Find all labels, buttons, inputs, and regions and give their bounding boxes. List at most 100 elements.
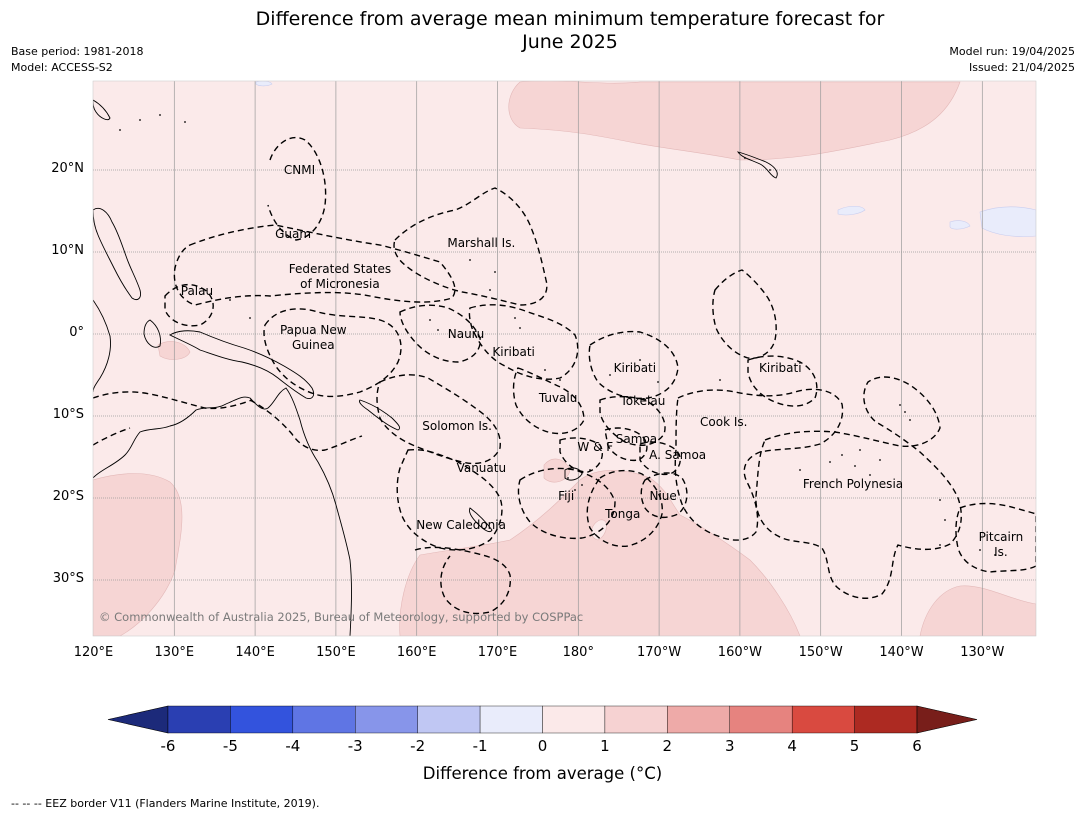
island-dot (184, 121, 186, 123)
eez-border (263, 308, 402, 398)
region-label: A. Samoa (649, 448, 706, 463)
colorbar-segment (230, 705, 294, 734)
island-dot (769, 169, 771, 171)
colorbar-tick-label: 2 (662, 737, 673, 755)
eez-borders (93, 136, 1036, 615)
region-label-line: Kiribati (759, 360, 802, 375)
eez-border (173, 224, 456, 306)
island-dot (519, 327, 521, 329)
region-label-line: Marshall Is. (447, 236, 516, 251)
region-label-line: Guam (275, 227, 312, 242)
eez-border (396, 448, 503, 551)
eez-border (588, 330, 679, 400)
longitude-label: 120°E (73, 645, 114, 660)
island-dot (119, 129, 121, 131)
region-label-line: Samoa (615, 432, 658, 447)
island-dot (139, 119, 141, 121)
japan-coast (93, 99, 111, 121)
island-dot (559, 379, 561, 381)
cool-anomaly (979, 206, 1036, 237)
region-label-line: French Polynesia (802, 476, 904, 491)
island-dot (581, 484, 583, 486)
map (92, 80, 1037, 637)
colorbar-segment (667, 705, 730, 734)
region-label: French Polynesia (803, 477, 903, 492)
island-dot (574, 489, 576, 491)
island-dot (567, 477, 569, 479)
colorbar-segment (479, 705, 543, 734)
eez-border (712, 269, 777, 359)
solomon-islands-coast (359, 399, 401, 431)
region-label-line: Federated States (288, 261, 392, 276)
region-label: Federated States of Micronesia (289, 262, 391, 292)
meta-right: Model run: 19/04/2025 Issued: 21/04/2025 (949, 44, 1075, 76)
island-dot (979, 549, 981, 551)
island-dot (869, 474, 871, 476)
colorbar-segment (604, 705, 668, 734)
longitude-label: 180° (562, 645, 594, 660)
colorbar-extend-high (916, 705, 978, 734)
region-label-line: Kiribati (492, 344, 535, 359)
borneo-coast (93, 299, 111, 393)
island-dot (744, 157, 746, 159)
island-dot (229, 299, 231, 301)
model-name: Model: ACCESS-S2 (11, 61, 113, 74)
island-dot (994, 554, 996, 556)
colorbar-tick-label: -1 (472, 737, 488, 755)
region-label: Kiribati (759, 361, 801, 376)
eez-footnote: -- -- -- EEZ border V11 (Flanders Marine… (11, 797, 320, 810)
colorbar-segment (854, 705, 918, 734)
base-period: Base period: 1981-2018 (11, 45, 144, 58)
colorbar-tick-label: -4 (285, 737, 301, 755)
region-label: Tokelau (621, 394, 666, 409)
latitude-label: 20°S (52, 489, 84, 504)
eez-border (604, 427, 648, 462)
region-label-line: Niue (649, 488, 677, 503)
region-label: Pitcairn Is. (979, 530, 1024, 560)
eez-border (414, 546, 512, 615)
colorbar-segment (791, 705, 855, 734)
eez-border (164, 283, 214, 327)
region-label-line: Nauru (447, 326, 485, 341)
longitude-label: 170°W (637, 645, 682, 660)
longitude-label: 160°W (717, 645, 762, 660)
australia-coast (93, 387, 352, 636)
colorbar-label: Difference from average (°C) (422, 764, 663, 783)
longitude-label: 170°E (477, 645, 518, 660)
region-label-line: of Micronesia (300, 276, 380, 291)
eez-border (559, 437, 604, 473)
region-label-line: Kiribati (613, 360, 657, 375)
anomaly-area (508, 81, 961, 161)
region-label: New Caledonia (416, 518, 506, 533)
island-dot (514, 317, 516, 319)
region-label-line: Is. (994, 544, 1008, 559)
sulawesi-coast (143, 319, 161, 348)
region-label-line: Solomon Is. (422, 419, 492, 434)
island-dot (719, 379, 721, 381)
region-label: W & F (577, 440, 613, 455)
philippines-coast (93, 207, 141, 301)
island-dot (859, 449, 861, 451)
island-dot (939, 499, 941, 501)
region-label: Tuvalu (539, 391, 578, 406)
longitude-label: 140°E (235, 645, 275, 660)
region-label: Tonga (605, 507, 640, 522)
latitude-label: 30°S (52, 571, 84, 586)
island-dot (854, 465, 856, 467)
colorbar-tick-label: -2 (410, 737, 426, 755)
region-label-line: Guinea (291, 338, 335, 353)
latitude-label: 10°S (52, 407, 84, 422)
latitude-label: 0° (69, 325, 84, 340)
region-label: Papua New Guinea (280, 323, 347, 353)
region-label: Solomon Is. (422, 419, 492, 434)
region-label: CNMI (284, 163, 315, 178)
colorbar-tick-label: -6 (160, 737, 176, 755)
region-label: Vanuatu (457, 461, 507, 476)
eez-border (376, 374, 501, 465)
colorbar-segment (729, 705, 793, 734)
island-dot (657, 381, 659, 383)
eez-border (512, 367, 585, 435)
colorbar-segment (417, 705, 481, 734)
region-label-line: Tuvalu (538, 391, 578, 406)
island-dot (429, 319, 431, 321)
